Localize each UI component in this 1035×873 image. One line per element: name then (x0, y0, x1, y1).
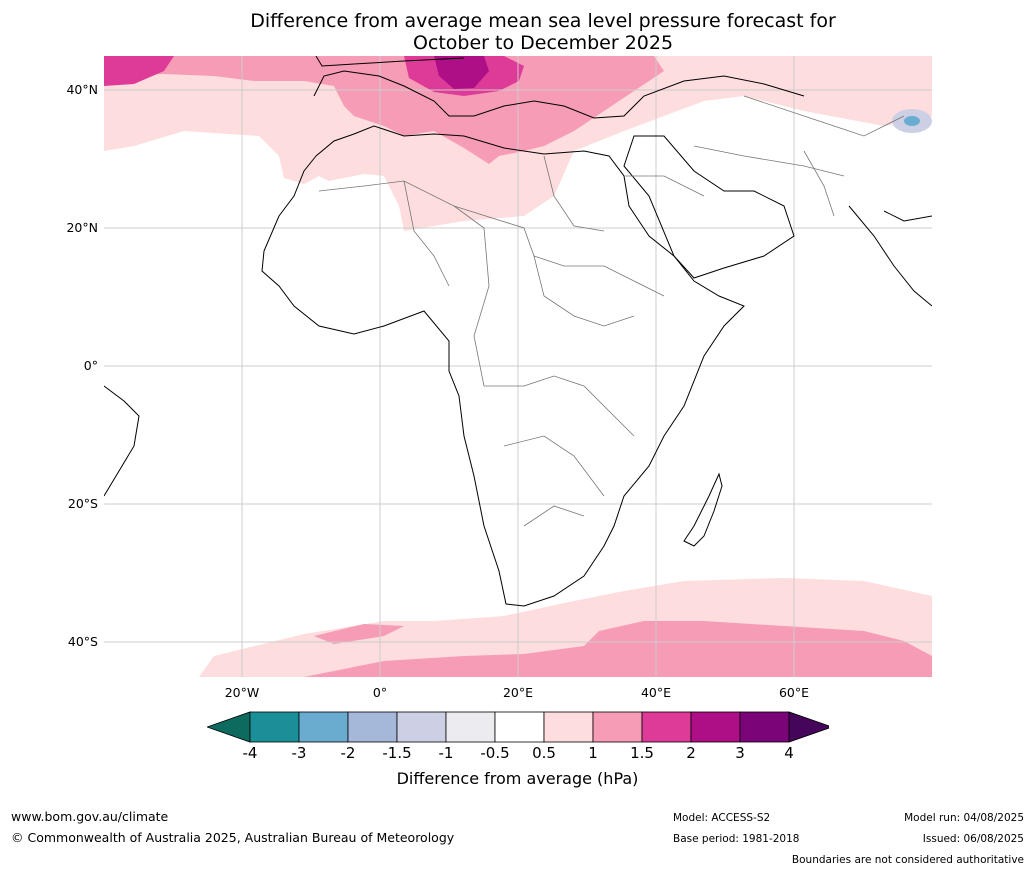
footer-model-run: Model run: 04/08/2025 (904, 812, 1024, 824)
colorbar-tick-label: 2 (686, 744, 696, 762)
footer-website[interactable]: www.bom.gov.au/climate (11, 809, 169, 824)
title-line-1: Difference from average mean sea level p… (250, 10, 836, 32)
colorbar-tick-label: 1 (588, 744, 598, 762)
colorbar-swatch (347, 711, 398, 743)
x-tick-20e: 20°E (502, 685, 534, 700)
y-tick-20s: 20°S (67, 496, 98, 511)
map-panel[interactable] (104, 56, 932, 677)
y-tick-0: 0° (83, 358, 98, 373)
colorbar-tick-label: 1.5 (630, 744, 654, 762)
anomaly-south-1-1.5 (304, 621, 932, 677)
anomaly-north-1-1.5 (104, 56, 664, 164)
colorbar-swatch (690, 711, 741, 743)
colorbar-tick-label: -4 (242, 744, 258, 762)
colorbar-swatch (249, 711, 300, 743)
colorbar-svg (205, 711, 834, 743)
x-tick-20w: 20°W (224, 685, 260, 700)
colorbar-swatch (592, 711, 643, 743)
map-svg (104, 56, 932, 677)
colorbar-swatch (494, 711, 545, 743)
y-tick-40s: 40°S (67, 634, 98, 649)
colorbar-tick-label: -2 (340, 744, 356, 762)
colorbar-tick-label: -3 (291, 744, 307, 762)
y-tick-40n: 40°N (66, 82, 98, 97)
anomaly-north-1.5-2 (104, 56, 174, 86)
footer-model: Model: ACCESS-S2 (673, 812, 771, 824)
footer-issued: Issued: 06/08/2025 (922, 833, 1024, 845)
colorbar-tick-label: 0.5 (532, 744, 556, 762)
y-tick-20n: 20°N (66, 220, 98, 235)
colorbar-swatch (641, 711, 692, 743)
colorbar-tick-label: -0.5 (480, 744, 510, 762)
coastlines (104, 56, 932, 607)
title-line-2: October to December 2025 (412, 32, 674, 54)
anomaly-south-1-1.5b (314, 624, 404, 644)
colorbar-tick-label: -1 (438, 744, 454, 762)
colorbar-tick-label: -1.5 (382, 744, 412, 762)
chart-title: Difference from average mean sea level p… (0, 10, 1035, 54)
colorbar-tick-label: 4 (784, 744, 794, 762)
x-tick-60e: 60°E (778, 685, 810, 700)
colorbar-tick-label: 3 (735, 744, 745, 762)
x-tick-0: 0° (372, 685, 388, 700)
anomaly-north-2-3 (434, 56, 489, 89)
colorbar (205, 711, 834, 747)
borders (318, 95, 905, 527)
colorbar-arrow-high (788, 711, 834, 743)
gridlines (104, 56, 932, 677)
colorbar-swatch (445, 711, 496, 743)
colorbar-swatch (543, 711, 594, 743)
footer-disclaimer: Boundaries are not considered authoritat… (791, 854, 1024, 866)
footer-copyright: © Commonwealth of Australia 2025, Austra… (11, 830, 455, 845)
colorbar-swatch (298, 711, 349, 743)
x-tick-40e: 40°E (640, 685, 672, 700)
colorbar-swatch (396, 711, 447, 743)
colorbar-arrow-low (205, 711, 251, 743)
colorbar-swatch (739, 711, 790, 743)
anomaly-negative-core (904, 116, 920, 126)
colorbar-title: Difference from average (hPa) (396, 769, 639, 788)
footer-base-period: Base period: 1981-2018 (673, 833, 800, 845)
